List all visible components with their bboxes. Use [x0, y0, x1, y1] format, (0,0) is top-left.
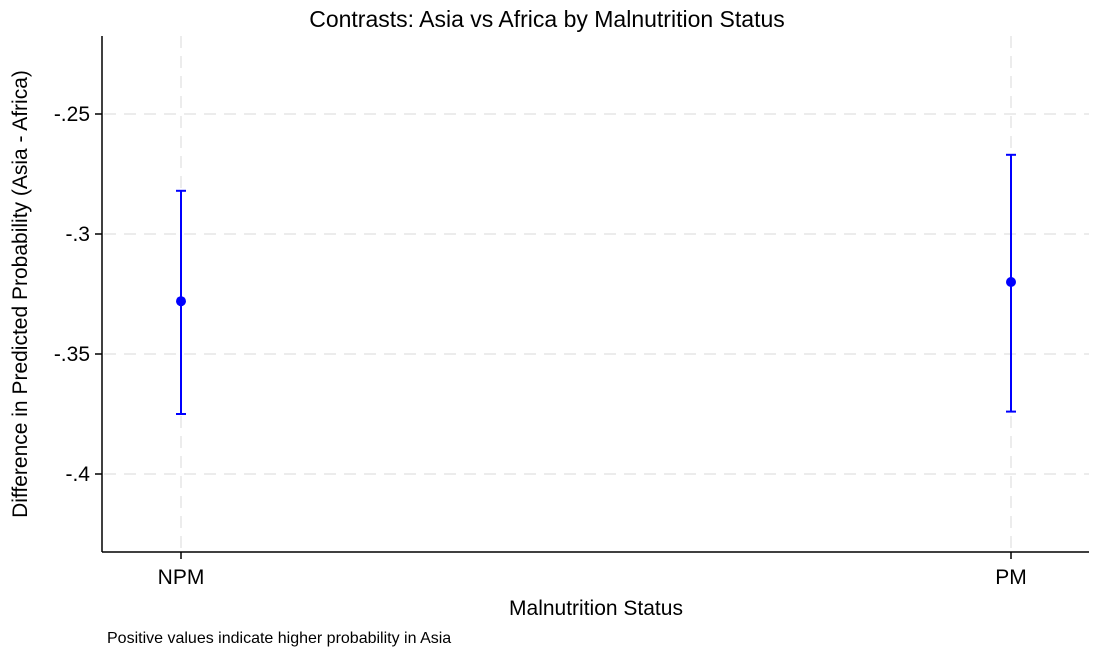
x-ticks: NPM PM	[158, 552, 1027, 589]
x-tick-label: NPM	[158, 566, 205, 589]
axes	[101, 36, 1089, 553]
point-estimate	[1006, 277, 1016, 287]
y-tick-label: -.4	[65, 463, 90, 486]
data-points	[176, 153, 1016, 415]
y-tick-label: -.25	[54, 103, 90, 126]
y-axis-title: Difference in Predicted Probability (Asi…	[9, 70, 32, 518]
x-axis-title: Malnutrition Status	[509, 597, 683, 620]
grid	[104, 36, 1089, 551]
y-ticks: -.25 -.3 -.35 -.4	[54, 103, 102, 486]
chart-title: Contrasts: Asia vs Africa by Malnutritio…	[309, 6, 785, 32]
y-tick-label: -.35	[54, 343, 90, 366]
point-estimate	[176, 296, 186, 307]
x-tick-label: PM	[995, 566, 1027, 589]
chart-note: Positive values indicate higher probabil…	[107, 630, 451, 647]
y-tick-label: -.3	[65, 223, 90, 246]
